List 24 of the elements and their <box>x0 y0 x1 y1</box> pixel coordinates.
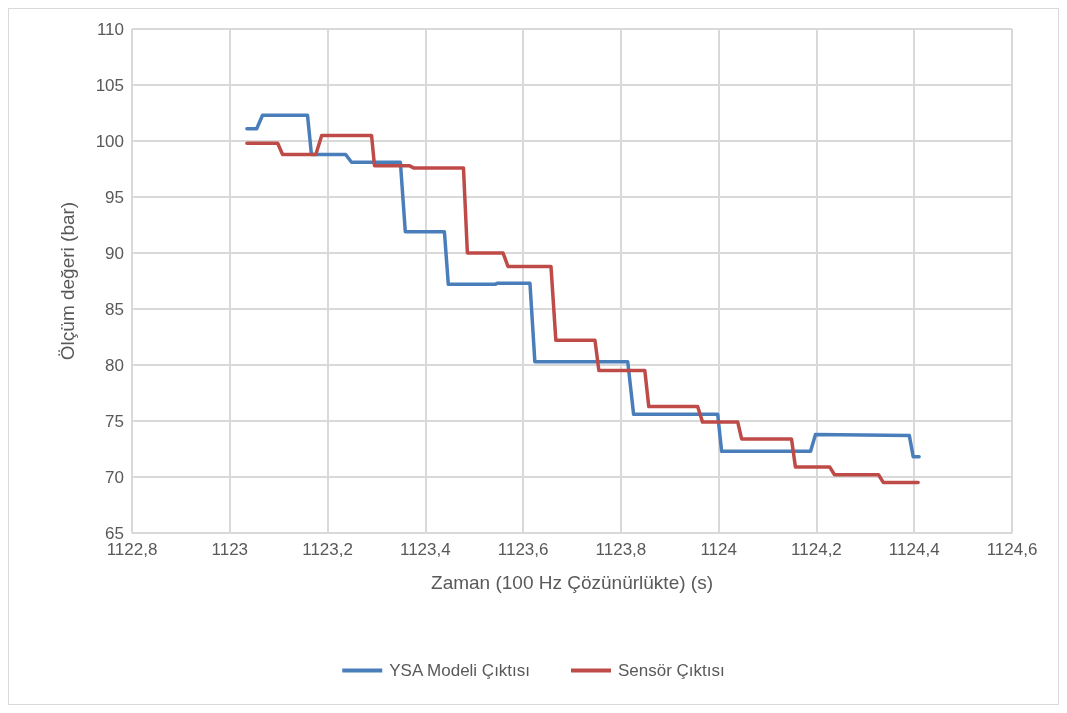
x-tick-label: 1123 <box>211 540 249 559</box>
x-tick-label: 1124,6 <box>986 540 1038 559</box>
x-tick-label: 1122,8 <box>106 540 158 559</box>
y-tick-label: 100 <box>95 131 124 151</box>
y-tick-label: 85 <box>105 299 124 319</box>
y-tick-label: 110 <box>96 19 124 39</box>
legend-label: YSA Modeli Çıktısı <box>389 661 531 680</box>
y-axis-title: Ölçüm değeri (bar) <box>57 201 78 361</box>
x-tick-label: 1123,8 <box>595 540 647 559</box>
x-tick-label: 1124,2 <box>791 540 842 559</box>
x-tick-label: 1124,4 <box>888 540 940 559</box>
x-axis-title: Zaman (100 Hz Çözünürlükte) (s) <box>431 572 713 593</box>
y-tick-label: 105 <box>95 75 124 95</box>
legend-label: Sensör Çıktısı <box>617 661 725 680</box>
x-tick-label: 1124 <box>700 540 737 559</box>
y-tick-label: 80 <box>105 355 124 375</box>
y-tick-label: 65 <box>105 523 124 543</box>
x-tick-label: 1123,6 <box>497 540 549 559</box>
x-tick-label: 1123,2 <box>302 540 353 559</box>
y-tick-label: 95 <box>105 187 124 207</box>
y-tick-label: 70 <box>105 467 124 487</box>
y-tick-label: 75 <box>105 411 124 431</box>
y-tick-label: 90 <box>105 243 124 263</box>
x-tick-label: 1123,4 <box>399 540 451 559</box>
